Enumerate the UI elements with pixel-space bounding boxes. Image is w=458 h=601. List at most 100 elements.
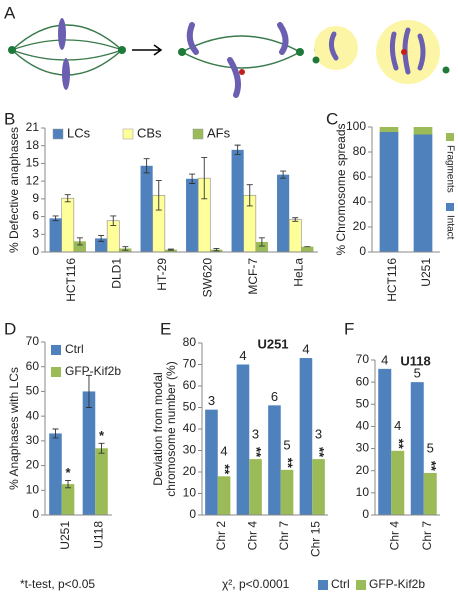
y-tick-label: 0 [362, 507, 369, 521]
y-tick-label: 15 [26, 156, 40, 170]
significance: ** [391, 439, 406, 450]
panel-label: A [4, 3, 16, 22]
pole [312, 56, 320, 64]
x-tick-label: HCT116 [385, 258, 399, 302]
y-axis-label: % Chromosome spreads [334, 123, 348, 255]
footnote: *t-test, p<0.05 [20, 577, 95, 591]
error-bar [246, 184, 253, 207]
error-bar [167, 248, 174, 251]
bar-annotation: 3 [252, 427, 259, 442]
panel-label: C [326, 109, 338, 128]
significance: ** [312, 447, 327, 458]
bar [423, 472, 437, 515]
bar-segment [379, 127, 399, 132]
y-tick-label: 21 [26, 120, 40, 134]
y-tick-label: 60 [26, 359, 40, 373]
bar [255, 241, 268, 252]
legend-swatch [318, 580, 328, 590]
bar-annotation: 4 [220, 444, 227, 459]
y-tick-label: 70 [356, 352, 370, 366]
y-tick-label: 10 [183, 486, 197, 500]
kinetochore [401, 49, 407, 55]
y-axis-label: Deviation from modal [151, 372, 165, 485]
significance: ** [218, 464, 233, 475]
error-bar [143, 158, 150, 174]
y-tick-label: 3 [32, 226, 39, 240]
error-bar [98, 235, 105, 242]
legend-swatch [122, 128, 134, 140]
y-tick-label: 10 [356, 485, 370, 499]
bar-annotation: 3 [208, 393, 215, 408]
x-tick-label: DLD1 [109, 258, 123, 289]
bar-annotation: 4 [239, 348, 246, 363]
x-tick-label: Chr 7 [420, 521, 434, 551]
pole [118, 46, 126, 54]
bar-annotation: 6 [271, 389, 278, 404]
significance: * [99, 428, 105, 443]
bar [164, 249, 177, 252]
error-bar [292, 217, 299, 222]
chart-title: U251 [257, 336, 288, 351]
y-tick-label: 60 [353, 169, 367, 183]
legend-swatch [446, 203, 454, 211]
x-tick-label: Chr 4 [245, 521, 259, 551]
legend-label: LCs [67, 125, 91, 140]
legend-label: CBs [137, 125, 162, 140]
bar-annotation: 5 [283, 437, 290, 452]
y-tick-label: 100 [346, 119, 366, 133]
error-bar [213, 248, 220, 252]
y-tick-label: 40 [353, 194, 367, 208]
error-bar [76, 237, 83, 246]
x-tick-label: HCT116 [64, 258, 78, 302]
x-tick-label: SW620 [200, 258, 214, 298]
error-bar [234, 144, 241, 156]
bar-annotation: 3 [315, 427, 322, 442]
bar [277, 174, 290, 252]
error-bar [189, 173, 196, 184]
y-tick-label: 60 [183, 378, 197, 392]
legend-swatch [356, 580, 366, 590]
x-tick-label: U251 [58, 521, 72, 550]
diagram: A [4, 3, 450, 98]
bar [49, 433, 62, 515]
bar [49, 218, 62, 252]
legend-label: Fragments [444, 145, 455, 193]
error-bar [201, 157, 208, 200]
bar [268, 405, 281, 515]
y-tick-label: 70 [26, 334, 40, 348]
bar-annotation: 4 [394, 418, 401, 433]
bar [61, 197, 75, 253]
error-bar [64, 194, 71, 203]
footnote: χ², p<0.0001 [222, 577, 290, 591]
y-tick-label: 0 [189, 507, 196, 521]
y-tick-label: 70 [183, 357, 197, 371]
chart-title: U118 [400, 353, 430, 368]
error-bar [65, 479, 72, 489]
legend-swatch [192, 128, 204, 140]
y-axis-label: % Anaphases with LCs [7, 367, 21, 490]
y-tick-label: 0 [32, 244, 39, 258]
legend-label: Ctrl [65, 342, 84, 356]
error-bar [280, 170, 287, 179]
y-tick-label: 0 [32, 507, 39, 521]
legend-label: AFs [207, 125, 231, 140]
y-tick-label: 50 [183, 400, 197, 414]
bar [231, 149, 244, 252]
error-bar [122, 246, 129, 251]
y-tick-label: 80 [353, 144, 367, 158]
legend-swatch [51, 345, 61, 355]
y-axis-label: chromosome number (%) [164, 361, 178, 496]
y-tick-label: 20 [353, 219, 367, 233]
error-bar [85, 374, 92, 408]
error-bar [258, 237, 265, 247]
pole [296, 48, 304, 56]
chromosome [62, 58, 70, 90]
significance: * [66, 465, 72, 480]
chromosome [58, 18, 66, 50]
error-bar [110, 215, 117, 226]
chromosome [328, 31, 339, 61]
x-tick-label: Chr 4 [387, 521, 401, 551]
bar [312, 459, 325, 515]
bar [391, 450, 405, 515]
